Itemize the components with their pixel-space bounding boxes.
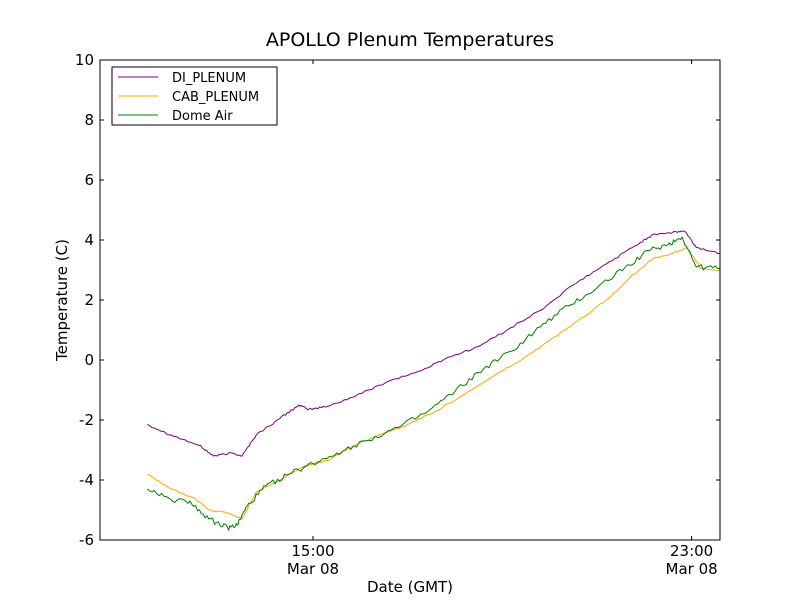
y-tick-label: -4	[79, 471, 94, 489]
x-axis-label: Date (GMT)	[367, 578, 453, 596]
y-tick-label: 4	[84, 231, 94, 249]
x-tick-time-label: 23:00	[670, 542, 713, 560]
x-tick-date-label: Mar 08	[666, 560, 718, 578]
y-tick-label: -2	[79, 411, 94, 429]
y-tick-label: -6	[79, 531, 94, 549]
y-tick-label: 10	[75, 51, 94, 69]
legend: DI_PLENUM CAB_PLENUM Dome Air	[112, 67, 277, 125]
y-axis-label: Temperature (C)	[53, 239, 71, 362]
legend-label-cab-plenum: CAB_PLENUM	[172, 90, 259, 105]
y-tick-label: 2	[84, 291, 94, 309]
y-tick-label: 0	[84, 351, 94, 369]
y-tick-label: 8	[84, 111, 94, 129]
x-tick-time-label: 15:00	[291, 542, 334, 560]
chart: -6-4-2024681015:00Mar 0823:00Mar 08 APOL…	[0, 0, 800, 600]
legend-label-dome-air: Dome Air	[172, 109, 233, 124]
y-tick-label: 6	[84, 171, 94, 189]
x-tick-date-label: Mar 08	[287, 560, 339, 578]
legend-label-di-plenum: DI_PLENUM	[172, 71, 246, 86]
chart-title: APOLLO Plenum Temperatures	[266, 29, 554, 51]
